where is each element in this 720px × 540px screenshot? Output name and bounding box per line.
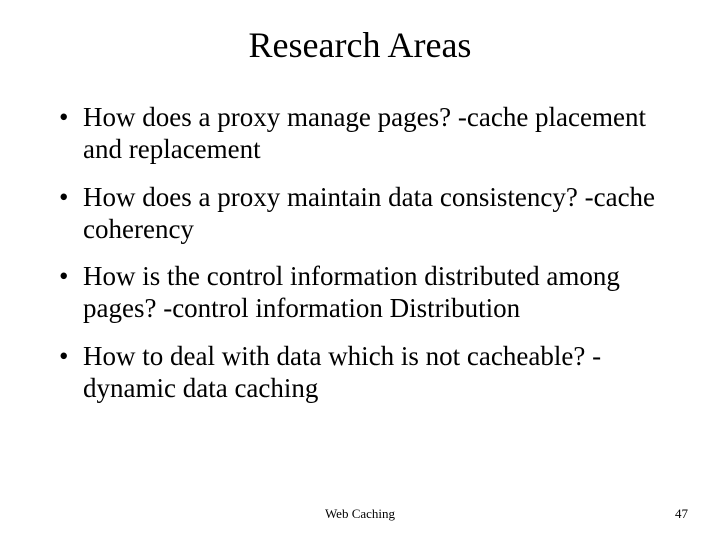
bullet-item: How to deal with data which is not cache…	[55, 341, 665, 405]
bullet-item: How is the control information distribut…	[55, 261, 665, 325]
bullet-item: How does a proxy manage pages? -cache pl…	[55, 102, 665, 166]
slide: Research Areas How does a proxy manage p…	[0, 0, 720, 540]
slide-number: 47	[675, 506, 688, 522]
footer-center-text: Web Caching	[0, 506, 720, 522]
bullet-item: How does a proxy maintain data consisten…	[55, 182, 665, 246]
bullet-list: How does a proxy manage pages? -cache pl…	[55, 102, 665, 405]
slide-title: Research Areas	[0, 24, 720, 66]
slide-body: How does a proxy manage pages? -cache pl…	[55, 102, 665, 421]
